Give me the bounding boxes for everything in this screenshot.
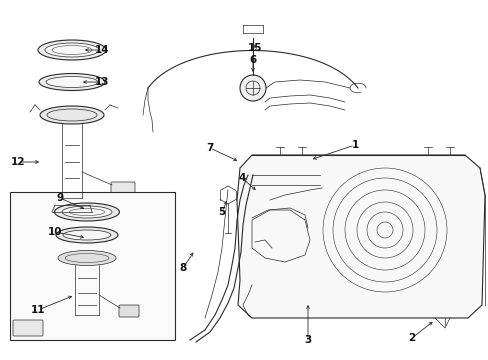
Text: 13: 13 xyxy=(95,77,109,87)
Text: 10: 10 xyxy=(48,227,62,237)
Text: 4: 4 xyxy=(238,173,245,183)
Text: 2: 2 xyxy=(407,333,415,343)
FancyBboxPatch shape xyxy=(119,305,139,317)
Ellipse shape xyxy=(56,227,118,243)
Text: 3: 3 xyxy=(304,335,311,345)
Ellipse shape xyxy=(40,106,104,124)
Ellipse shape xyxy=(62,206,112,218)
Ellipse shape xyxy=(54,203,119,221)
Ellipse shape xyxy=(45,43,99,57)
Bar xyxy=(10,192,175,340)
Text: 7: 7 xyxy=(206,143,213,153)
Text: 11: 11 xyxy=(31,305,45,315)
Polygon shape xyxy=(237,155,484,318)
FancyBboxPatch shape xyxy=(111,182,135,196)
Text: 6: 6 xyxy=(249,55,256,65)
Text: 14: 14 xyxy=(95,45,109,55)
Ellipse shape xyxy=(58,251,116,266)
Circle shape xyxy=(240,75,265,101)
Ellipse shape xyxy=(63,230,111,240)
Ellipse shape xyxy=(38,40,106,60)
FancyBboxPatch shape xyxy=(13,320,43,336)
Ellipse shape xyxy=(46,77,98,87)
Ellipse shape xyxy=(39,73,105,90)
Text: 15: 15 xyxy=(247,43,262,53)
Text: 8: 8 xyxy=(179,263,186,273)
Text: 1: 1 xyxy=(351,140,358,150)
Text: 12: 12 xyxy=(11,157,25,167)
Text: 9: 9 xyxy=(56,193,63,203)
Text: 5: 5 xyxy=(218,207,225,217)
